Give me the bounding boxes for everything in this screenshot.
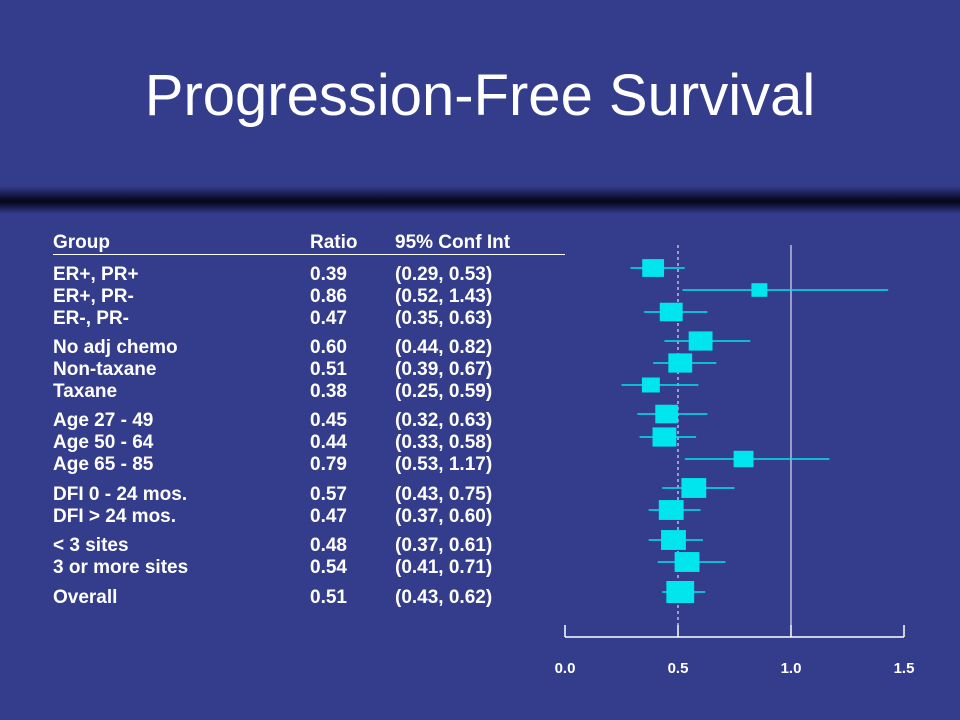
estimate-marker [641,377,660,393]
row-ci: (0.52, 1.43) [395,286,493,307]
estimate-marker [688,331,713,351]
estimate-marker [658,500,684,520]
slide-title: Progression-Free Survival [144,63,816,128]
row-ci: (0.39, 0.67) [395,359,493,380]
row-ratio: 0.79 [310,454,347,475]
row-group: 3 or more sites [53,557,189,578]
row-group: DFI > 24 mos. [53,506,177,527]
estimate-marker [652,427,677,447]
results-table: Group Ratio 95% Conf Int ER+, PR+ 0.39 (0.… [53,232,565,608]
row-group: Overall [53,587,118,608]
header-group: Group [53,232,110,253]
row-ci: (0.33, 0.58) [395,432,493,453]
row-group: ER+, PR+ [53,264,139,285]
x-tick-label: 0.0 [555,660,576,677]
row-ratio: 0.57 [310,484,347,505]
row-ci: (0.37, 0.61) [395,535,493,556]
row-ratio: 0.86 [310,286,347,307]
x-tick-label: 1.5 [894,660,915,677]
row-ci: (0.43, 0.75) [395,484,493,505]
row-group: ER-, PR- [53,308,129,329]
row-ratio: 0.48 [310,535,347,556]
row-ci: (0.25, 0.59) [395,381,493,402]
row-ci: (0.29, 0.53) [395,264,493,285]
row-ci: (0.44, 0.82) [395,337,493,358]
row-ratio: 0.54 [310,557,347,578]
row-ci: (0.37, 0.60) [395,506,493,527]
row-ratio: 0.39 [310,264,347,285]
estimate-marker [666,581,695,603]
row-ratio: 0.47 [310,506,347,527]
row-group: Age 65 - 85 [53,454,154,475]
estimate-marker [668,353,693,373]
estimate-marker [661,530,686,550]
estimate-marker [751,283,768,297]
estimate-marker [655,404,679,424]
estimate-marker [681,478,707,498]
estimate-marker [674,552,700,572]
row-group: ER+, PR- [53,286,134,307]
row-ratio: 0.60 [310,337,347,358]
row-ci: (0.43, 0.62) [395,587,493,608]
row-group: Taxane [53,381,118,402]
row-group: No adj chemo [53,337,178,358]
row-ratio: 0.45 [310,410,347,431]
estimate-marker [733,450,754,468]
row-ratio: 0.51 [310,587,347,608]
estimate-marker [659,302,683,322]
row-group: Age 27 - 49 [53,410,154,431]
row-ratio: 0.44 [310,432,347,453]
estimate-marker [642,259,665,277]
row-group: DFI 0 - 24 mos. [53,484,188,505]
row-ci: (0.41, 0.71) [395,557,493,578]
row-ci: (0.53, 1.17) [395,454,493,475]
x-tick-label: 1.0 [781,660,802,677]
row-ratio: 0.51 [310,359,347,380]
row-ci: (0.35, 0.63) [395,308,493,329]
header-underline [53,254,565,255]
row-group: Non-taxane [53,359,157,380]
x-tick-label: 0.5 [668,660,689,677]
title-divider [0,186,960,214]
row-group: Age 50 - 64 [53,432,154,453]
header-ci: 95% Conf Int [395,232,511,253]
row-group: < 3 sites [53,535,129,556]
row-ratio: 0.47 [310,308,347,329]
row-ci: (0.32, 0.63) [395,410,493,431]
header-ratio: Ratio [310,232,358,253]
row-ratio: 0.38 [310,381,347,402]
